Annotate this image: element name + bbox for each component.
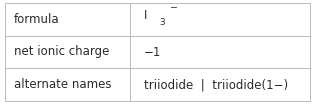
Text: −: −	[170, 3, 178, 12]
Text: −1: −1	[144, 46, 161, 58]
Text: triiodide  |  triiodide(1−): triiodide | triiodide(1−)	[144, 78, 288, 91]
Text: alternate names: alternate names	[14, 78, 112, 91]
Text: 3: 3	[160, 18, 165, 27]
Text: I: I	[144, 9, 147, 22]
Text: formula: formula	[14, 13, 60, 26]
Text: net ionic charge: net ionic charge	[14, 46, 109, 58]
